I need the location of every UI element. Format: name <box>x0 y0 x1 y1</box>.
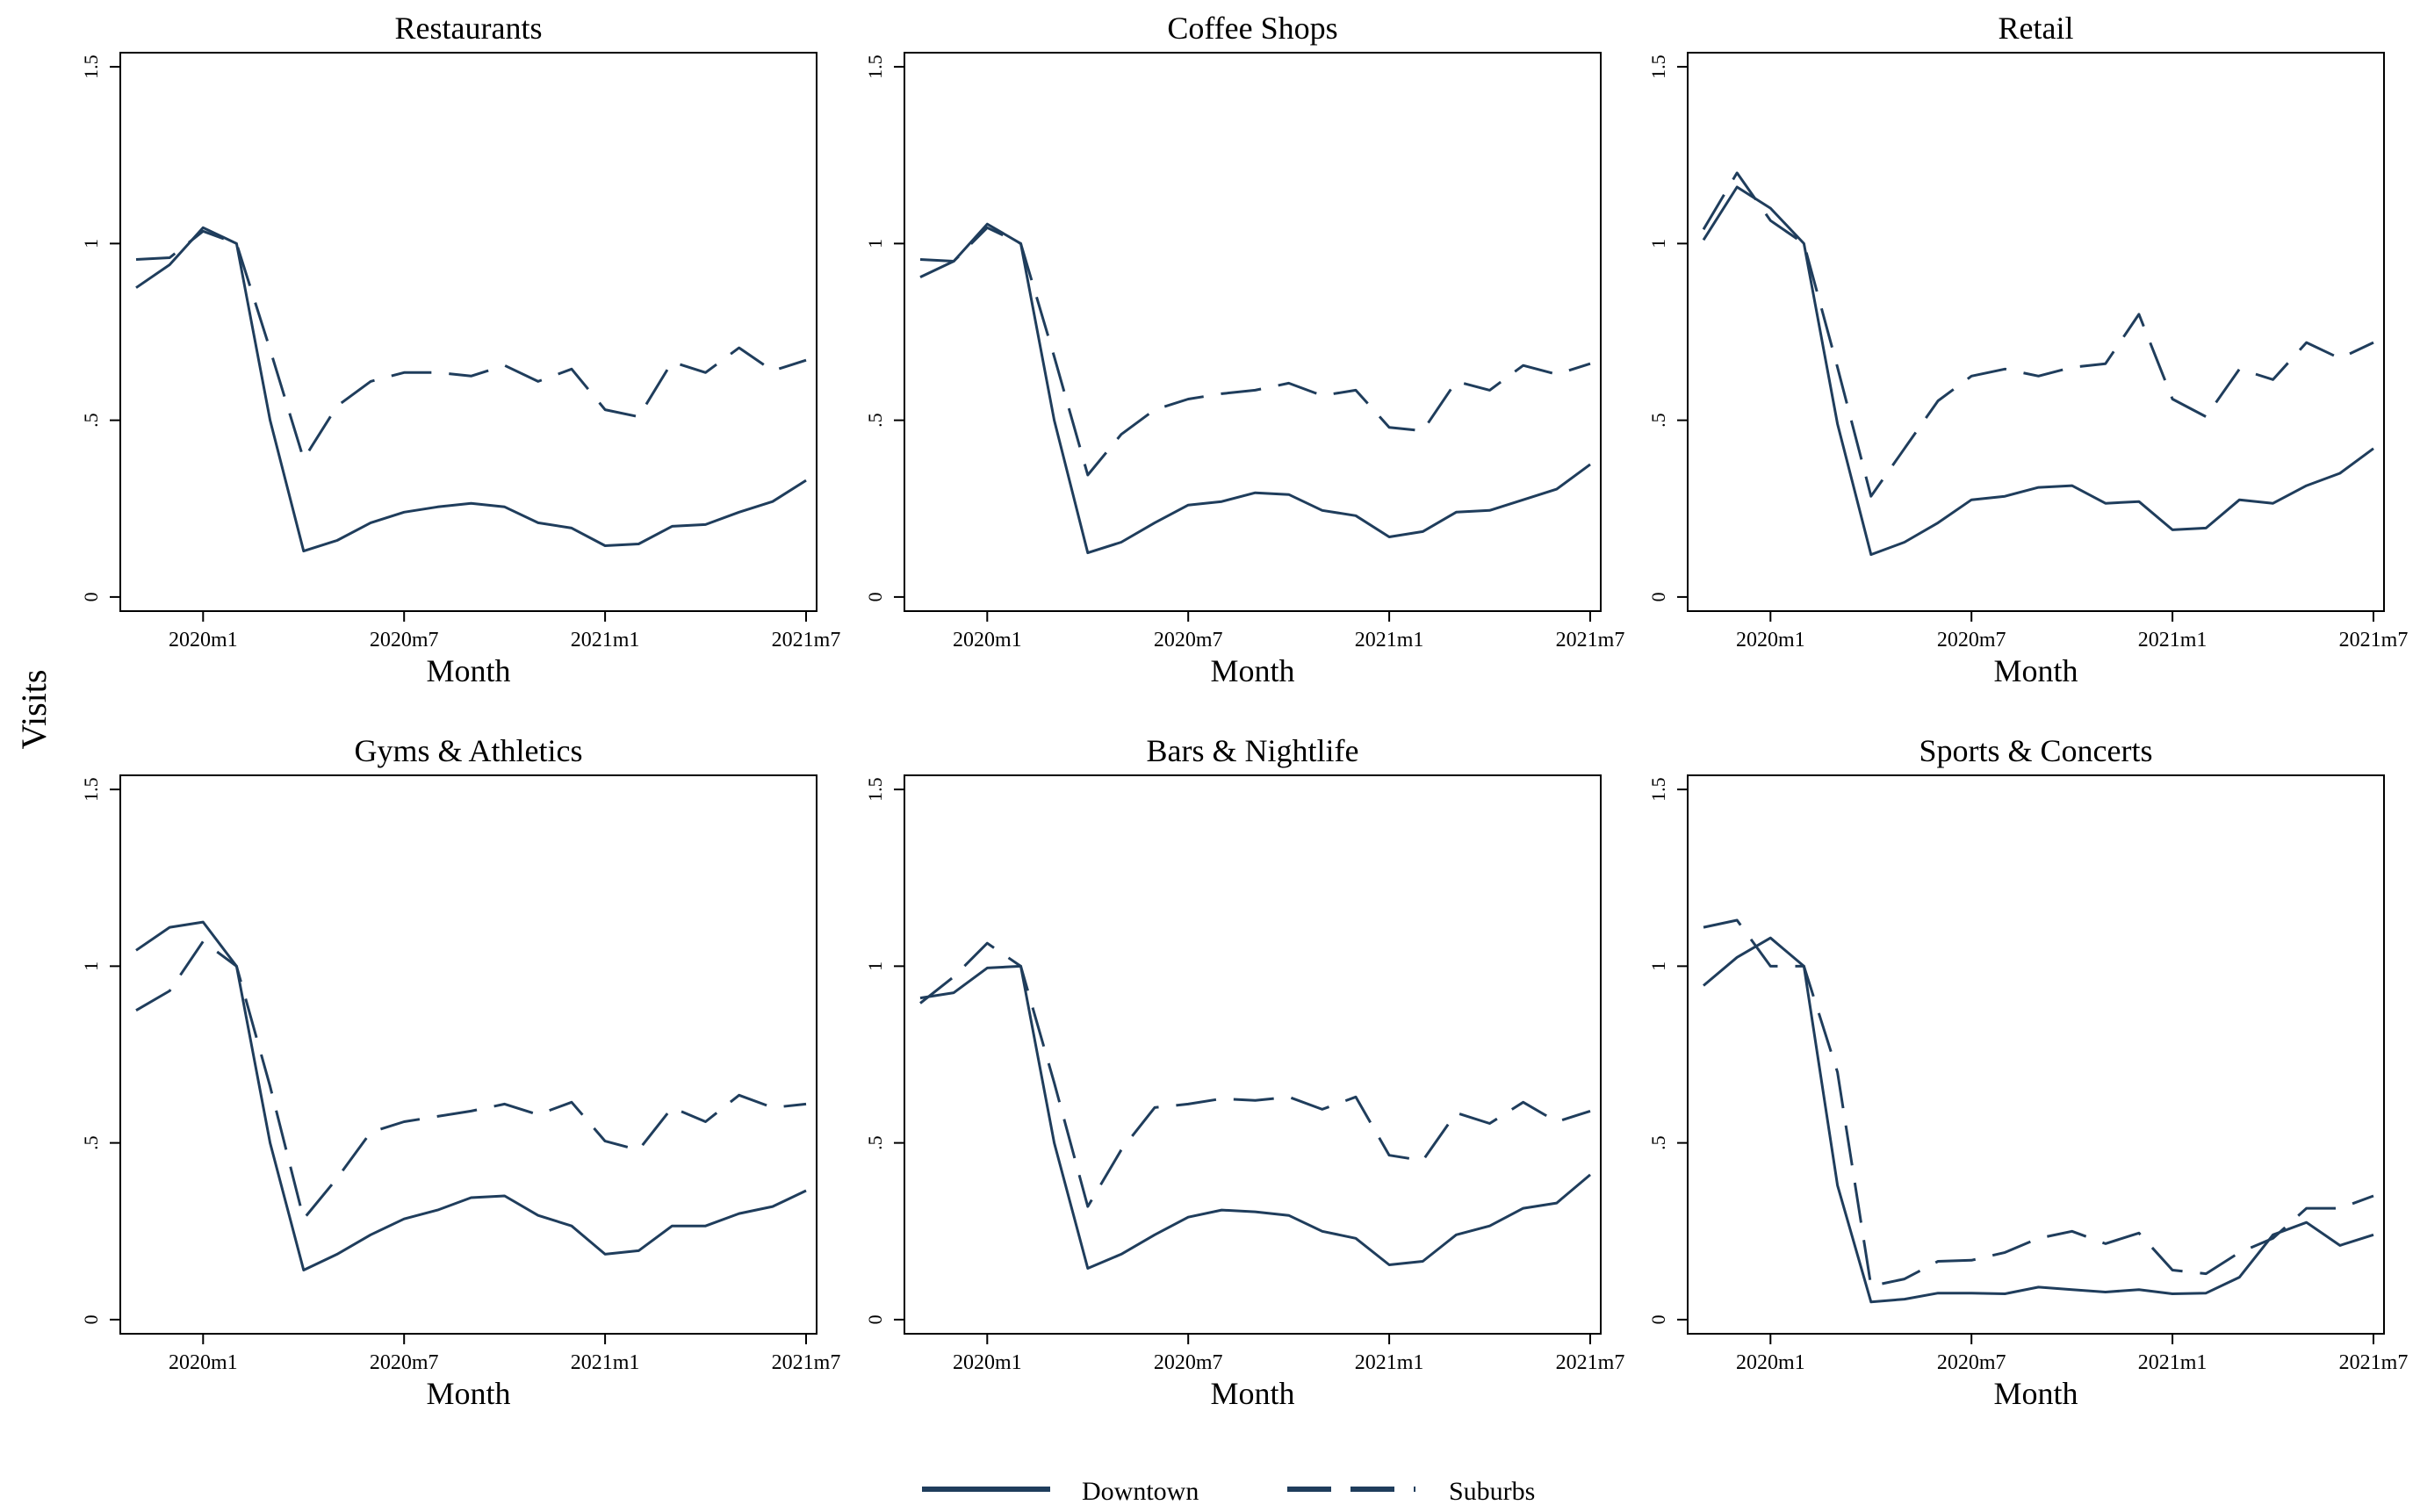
chart-title: Gyms & Athletics <box>355 733 583 768</box>
series-line-downtown <box>1702 185 2374 557</box>
y-tick-label: 1 <box>80 961 102 971</box>
plot-frame <box>1687 774 2385 1335</box>
y-tick-label: 1.5 <box>80 777 102 802</box>
x-axis-label: Month <box>1993 1376 2078 1411</box>
y-tick-label: 1.5 <box>864 777 886 802</box>
x-tick-label: 2021m1 <box>2138 1351 2208 1374</box>
series-line-downtown <box>135 920 807 1271</box>
x-tick-label: 2020m7 <box>1154 629 1223 652</box>
y-tick-label: 0 <box>80 1314 102 1324</box>
y-tick-label: 0 <box>1647 1314 1669 1324</box>
series-line-suburbs <box>135 229 807 461</box>
y-tick-label: 1.5 <box>1647 54 1669 79</box>
y-tick-label: 1 <box>864 961 886 971</box>
x-axis-label: Month <box>426 653 510 688</box>
y-tick-label: 0 <box>864 592 886 601</box>
series-line-downtown <box>919 222 1591 555</box>
x-tick-label: 2021m1 <box>571 629 640 652</box>
plot-frame <box>119 774 817 1335</box>
y-tick-label: 1.5 <box>80 54 102 79</box>
y-tick-label: .5 <box>864 1135 886 1150</box>
x-tick-label: 2021m7 <box>2339 1351 2409 1374</box>
y-tick-label: 1 <box>1647 239 1669 248</box>
chart-panel-2: Retail 0 .5 1 1.5 2020m1 2020m7 2021m1 2021m7 Mon… <box>1647 11 2408 688</box>
x-tick-label: 2020m7 <box>1937 629 2006 652</box>
chart-title: Restaurants <box>395 11 543 46</box>
x-axis-label: Month <box>1993 653 2078 688</box>
chart-panel-0: Restaurants 0 .5 1 1.5 2020m1 2020m7 2021m1 2021… <box>80 11 840 688</box>
plot-frame <box>1687 52 2385 612</box>
chart-title: Bars & Nightlife <box>1147 733 1359 768</box>
series-line-suburbs <box>919 941 1591 1208</box>
legend-label-suburbs: Suburbs <box>1449 1477 1535 1506</box>
series-line-downtown <box>135 226 807 553</box>
series-line-suburbs <box>1703 918 2374 1288</box>
chart-title: Sports & Concerts <box>1919 733 2153 768</box>
x-tick-label: 2020m7 <box>1154 1351 1223 1374</box>
x-tick-label: 2020m7 <box>370 629 439 652</box>
x-tick-label: 2020m1 <box>953 1351 1022 1374</box>
x-tick-label: 2020m1 <box>169 629 238 652</box>
x-axis-label: Month <box>426 1376 510 1411</box>
global-y-axis-label: Visits <box>14 670 54 750</box>
plot-frame <box>119 52 817 612</box>
x-tick-label: 2020m1 <box>1736 629 1805 652</box>
legend: Downtown Suburbs <box>922 1477 1535 1506</box>
y-tick-label: 0 <box>1647 592 1669 601</box>
y-tick-label: 0 <box>80 592 102 601</box>
y-tick-label: 1 <box>864 239 886 248</box>
plot-frame <box>904 52 1602 612</box>
y-tick-label: .5 <box>80 413 102 428</box>
series-line-suburbs <box>135 940 807 1220</box>
chart-title: Retail <box>1999 11 2074 46</box>
x-tick-label: 2021m7 <box>772 629 841 652</box>
x-tick-label: 2020m1 <box>169 1351 238 1374</box>
chart-panel-3: Gyms & Athletics 0 .5 1 1.5 2020m1 2020m7 2021m… <box>80 733 840 1411</box>
x-tick-label: 2021m7 <box>2339 629 2409 652</box>
x-tick-label: 2020m7 <box>1937 1351 2006 1374</box>
x-tick-label: 2020m1 <box>1736 1351 1805 1374</box>
x-tick-label: 2021m1 <box>571 1351 640 1374</box>
x-tick-label: 2020m7 <box>370 1351 439 1374</box>
chart-panel-1: Coffee Shops 0 .5 1 1.5 2020m1 2020m7 2021m1 202… <box>864 11 1624 688</box>
x-tick-label: 2020m1 <box>953 629 1022 652</box>
series-line-suburbs <box>1702 171 2374 498</box>
y-tick-label: 0 <box>864 1314 886 1324</box>
x-tick-label: 2021m7 <box>772 1351 841 1374</box>
y-tick-label: 1 <box>80 239 102 248</box>
chart-panel-5: Sports & Concerts 0 .5 1 1.5 2020m1 2020m7 2021… <box>1647 733 2408 1411</box>
chart-title: Coffee Shops <box>1167 11 1337 46</box>
series-line-downtown <box>919 964 1591 1270</box>
plot-frame <box>904 774 1602 1335</box>
y-tick-label: 1 <box>1647 961 1669 971</box>
x-tick-label: 2021m1 <box>1355 1351 1424 1374</box>
y-tick-label: .5 <box>864 413 886 428</box>
x-tick-label: 2021m1 <box>2138 629 2208 652</box>
x-tick-label: 2021m7 <box>1556 629 1625 652</box>
chart-panel-4: Bars & Nightlife 0 .5 1 1.5 2020m1 2020m7 2021m… <box>864 733 1624 1411</box>
y-tick-label: .5 <box>80 1135 102 1150</box>
series-line-downtown <box>1703 936 2374 1304</box>
x-tick-label: 2021m7 <box>1556 1351 1625 1374</box>
y-tick-label: 1.5 <box>864 54 886 79</box>
y-tick-label: 1.5 <box>1647 777 1669 802</box>
legend-label-downtown: Downtown <box>1082 1477 1199 1506</box>
x-tick-label: 2021m1 <box>1355 629 1424 652</box>
y-tick-label: .5 <box>1647 1135 1669 1150</box>
x-axis-label: Month <box>1210 653 1294 688</box>
y-tick-label: .5 <box>1647 413 1669 428</box>
x-axis-label: Month <box>1210 1376 1294 1411</box>
series-line-suburbs <box>919 226 1591 477</box>
